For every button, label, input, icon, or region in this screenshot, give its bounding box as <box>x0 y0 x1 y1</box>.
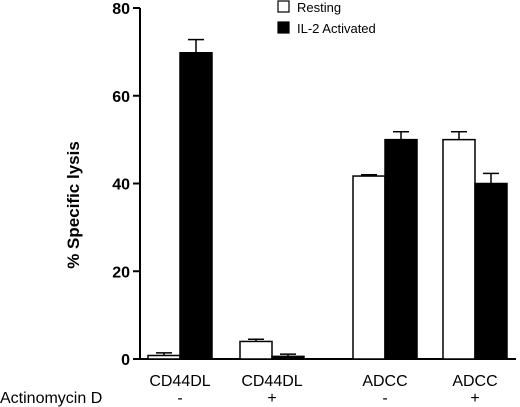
bars: CD44DL-CD44DL+ADCC-ADCC+ <box>147 38 508 407</box>
legend-swatch-il2-activated <box>277 21 290 34</box>
bar-il2-activated <box>474 182 508 360</box>
y-axis-label: % Specific lysis <box>64 141 83 269</box>
bar-resting <box>239 340 273 360</box>
y-tick-label: 0 <box>121 352 130 369</box>
treatment-value: - <box>382 390 387 407</box>
y-tick-label: 40 <box>112 177 130 194</box>
x-tick-label: ADCC <box>452 373 497 390</box>
legend-swatch-resting <box>277 0 290 13</box>
y-tick-label: 60 <box>112 89 130 106</box>
legend-label: Resting <box>297 0 341 15</box>
bar-resting <box>442 138 476 360</box>
bar-resting <box>147 354 181 360</box>
x-tick-label: ADCC <box>362 373 407 390</box>
y-tick-label: 20 <box>112 264 130 281</box>
legend: Resting IL-2 Activated <box>277 0 376 36</box>
treatment-value: + <box>267 390 276 407</box>
treatment-value: + <box>470 390 479 407</box>
bar-il2-activated <box>179 52 213 360</box>
x-tick-label: CD44DL <box>241 373 302 390</box>
treatment-value: - <box>177 390 182 407</box>
y-tick-label: 80 <box>112 1 130 18</box>
bar-il2-activated <box>384 138 418 360</box>
bar-il2-activated <box>271 355 305 360</box>
treatment-label: Actinomycin D <box>0 390 102 407</box>
bar-resting <box>352 175 386 360</box>
legend-label: IL-2 Activated <box>297 21 376 36</box>
x-tick-label: CD44DL <box>149 373 210 390</box>
